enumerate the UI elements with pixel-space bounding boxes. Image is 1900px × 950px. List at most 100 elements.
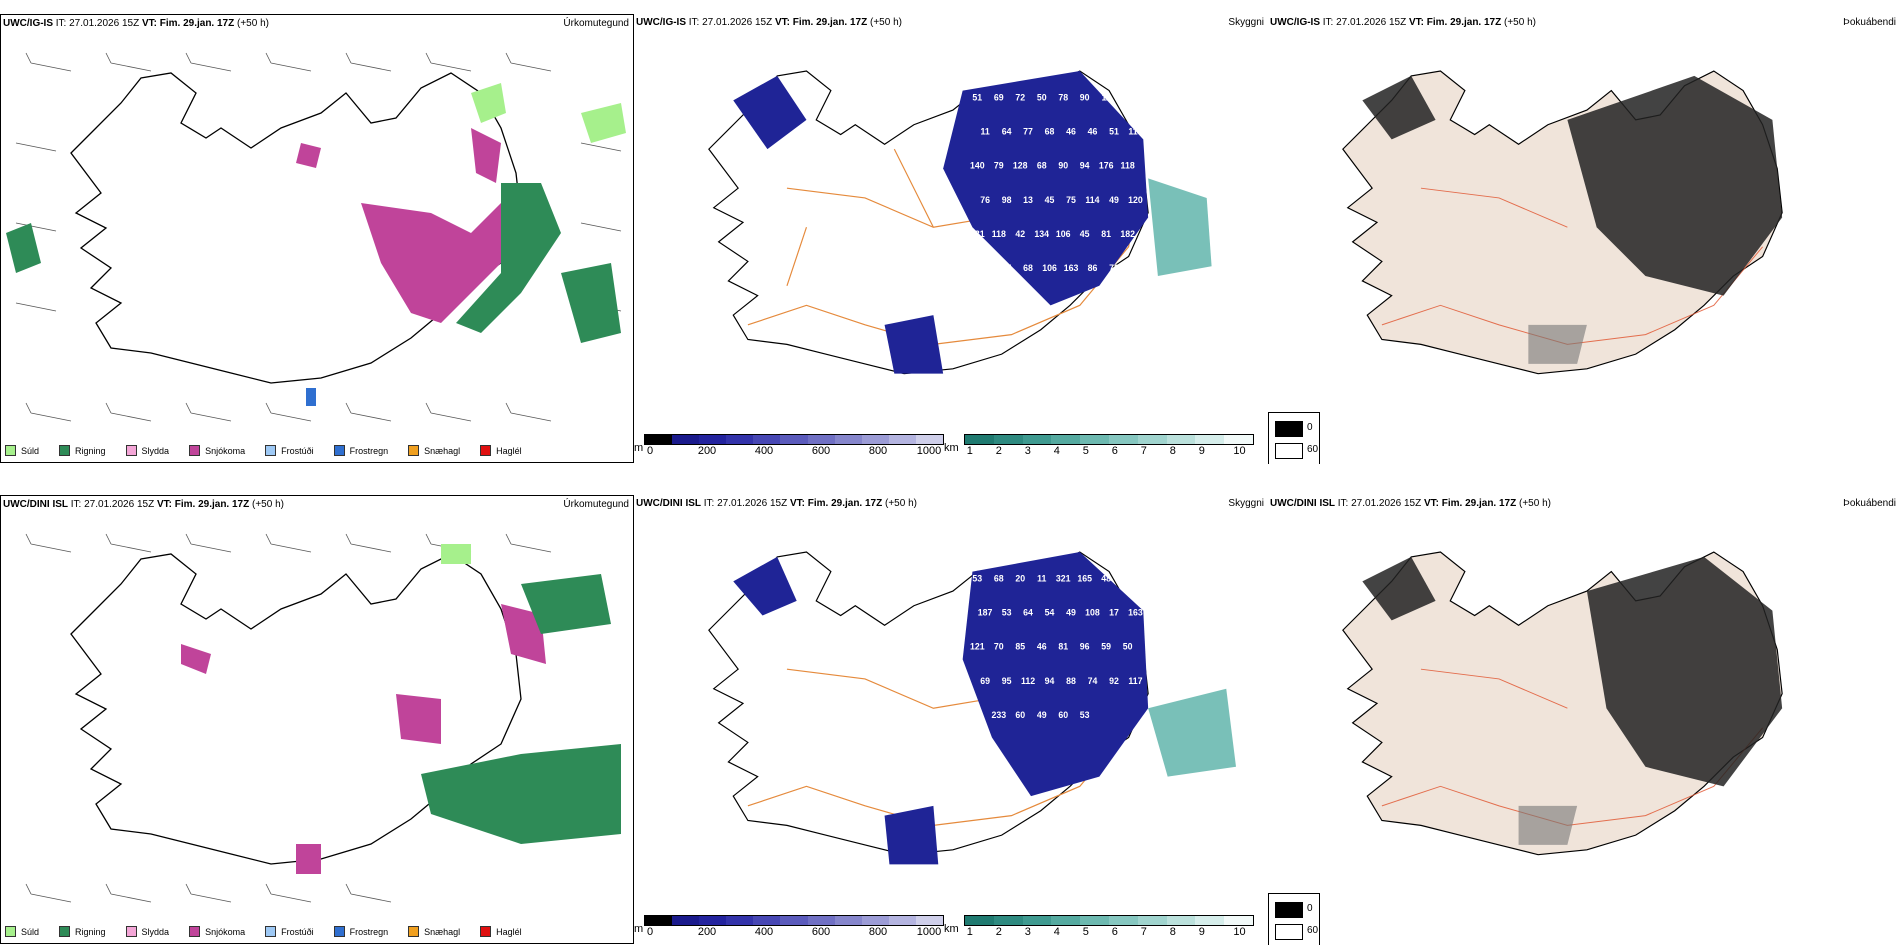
vis-unit: km <box>944 442 959 454</box>
colorbar-step <box>915 435 944 444</box>
colorbar-step <box>993 435 1023 444</box>
ceiling-label: 28 <box>1015 297 1025 307</box>
panel-name: Skyggni <box>1228 498 1264 509</box>
fog-swatch-dark <box>1275 421 1303 437</box>
ceiling-label: 45 <box>1045 195 1055 205</box>
ceiling-label: 53 <box>1002 608 1012 618</box>
ceiling-label: 68 <box>994 573 1004 583</box>
fog-value: 0 <box>1307 903 1313 914</box>
colorbar-step <box>834 435 862 444</box>
ceiling-label: 96 <box>1080 642 1090 652</box>
legend-item: Rigning <box>59 445 106 456</box>
tick: 800 <box>868 445 888 457</box>
legend-swatch <box>333 926 345 937</box>
colorbar-step <box>807 435 835 444</box>
visibility-panel-bottom: UWC/DINI ISL IT: 27.01.2026 15Z VT: Fim.… <box>634 495 1264 945</box>
colorbar-steps <box>964 434 1254 445</box>
ceiling-label: 118 <box>992 229 1006 239</box>
ceiling-label: 112 <box>1021 676 1035 686</box>
ceiling-label: 54 <box>1045 608 1055 618</box>
legend-item: Frostúði <box>265 445 314 456</box>
ceiling-label: 131 <box>970 229 985 239</box>
legend-item: Frostúði <box>265 926 314 937</box>
colorbar-step <box>753 435 781 444</box>
colorbar-step <box>726 435 754 444</box>
ceiling-label: 45 <box>1080 229 1090 239</box>
ceiling-label: 81 <box>1101 229 1111 239</box>
legend-item: Snæhagl <box>408 926 460 937</box>
precip-map <box>25 533 621 903</box>
colorbar-step <box>1108 916 1138 925</box>
ceiling-label: 13 <box>1023 195 1033 205</box>
ceiling-label: 53 <box>1080 710 1090 720</box>
colorbar-step <box>1224 435 1253 444</box>
ceiling-label: 90 <box>1080 92 1090 102</box>
panel-name: Þokuábendi <box>1843 17 1896 28</box>
ceiling-label: 46 <box>1066 127 1076 137</box>
tick: 200 <box>697 926 717 938</box>
ceiling-label: 11 <box>1037 573 1046 583</box>
legend-swatch <box>5 926 16 937</box>
ceiling-label: 42 <box>1015 229 1025 239</box>
tick: 600 <box>811 445 831 457</box>
tick: 2 <box>995 445 1002 457</box>
ceiling-label: 49 <box>1109 195 1119 205</box>
legend-swatch <box>189 926 201 937</box>
legend-item: Haglél <box>480 926 522 937</box>
colorbar-step <box>1137 435 1167 444</box>
ceiling-label: 69 <box>980 676 990 686</box>
colorbar-steps <box>644 915 944 926</box>
ceiling-label: 182 <box>1120 229 1135 239</box>
panel-title: UWC/IG-IS IT: 27.01.2026 15Z VT: Fim. 29… <box>3 18 269 29</box>
ceiling-label: 78 <box>1058 92 1068 102</box>
ceiling-label: 187 <box>978 608 993 618</box>
colorbar-steps <box>644 434 944 445</box>
ceiling-label: 163 <box>1128 608 1143 618</box>
colorbar-step <box>965 435 994 444</box>
legend-swatch <box>408 926 420 937</box>
ceiling-label: 95 <box>1002 676 1012 686</box>
ceiling-label: 68 <box>1023 263 1033 273</box>
legend-swatch <box>480 926 492 937</box>
ceiling-unit: m <box>634 923 644 935</box>
panel-name: Úrkomutegund <box>563 18 629 29</box>
ceiling-label: 60 <box>1015 710 1025 720</box>
legend-item: Snæhagl <box>408 445 460 456</box>
tick: 2 <box>995 926 1002 938</box>
colorbar-step <box>1108 435 1138 444</box>
colorbar-step <box>834 916 862 925</box>
vis-unit: km <box>944 923 959 935</box>
legend-item: Frostregn <box>333 445 388 456</box>
panel-name: Skyggni <box>1228 17 1264 28</box>
colorbar-step <box>807 916 835 925</box>
panel-title: UWC/IG-IS IT: 27.01.2026 15Z VT: Fim. 29… <box>1270 17 1536 28</box>
ceiling-label: 117 <box>1128 676 1142 686</box>
fog-value: 60 <box>1307 444 1319 455</box>
tick: 10 <box>1233 445 1246 457</box>
ceiling-label: 116 <box>1128 127 1142 137</box>
colorbar-step <box>726 916 754 925</box>
colorbar-steps <box>964 915 1254 926</box>
fog-swatch-light <box>1275 443 1303 459</box>
ceiling-label: 86 <box>1088 263 1098 273</box>
tick: 6 <box>1111 926 1118 938</box>
colorbar-step <box>861 916 889 925</box>
panel-name: Úrkomutegund <box>563 499 629 510</box>
colorbar-step <box>888 916 916 925</box>
panel-title: UWC/IG-IS IT: 27.01.2026 15Z VT: Fim. 29… <box>636 17 902 28</box>
ceiling-label: 76 <box>980 195 990 205</box>
ceiling-label: 107 <box>970 297 985 307</box>
precip-map <box>6 52 626 422</box>
panel-title: UWC/DINI ISL IT: 27.01.2026 15Z VT: Fim.… <box>1270 498 1551 509</box>
ceiling-label: 58 <box>1131 263 1141 273</box>
colorbar-step <box>1022 916 1052 925</box>
tick: 1 <box>966 926 973 938</box>
legend-item: Frostregn <box>333 926 388 937</box>
legend-swatch <box>189 445 201 456</box>
tick: 10 <box>1233 926 1246 938</box>
colorbar-step <box>645 916 673 925</box>
tick: 400 <box>754 445 774 457</box>
precip-legend: Súld Rigning Slydda Snjókoma Frostúði Fr… <box>5 445 522 456</box>
legend-swatch <box>408 445 420 456</box>
colorbar-step <box>1051 435 1081 444</box>
